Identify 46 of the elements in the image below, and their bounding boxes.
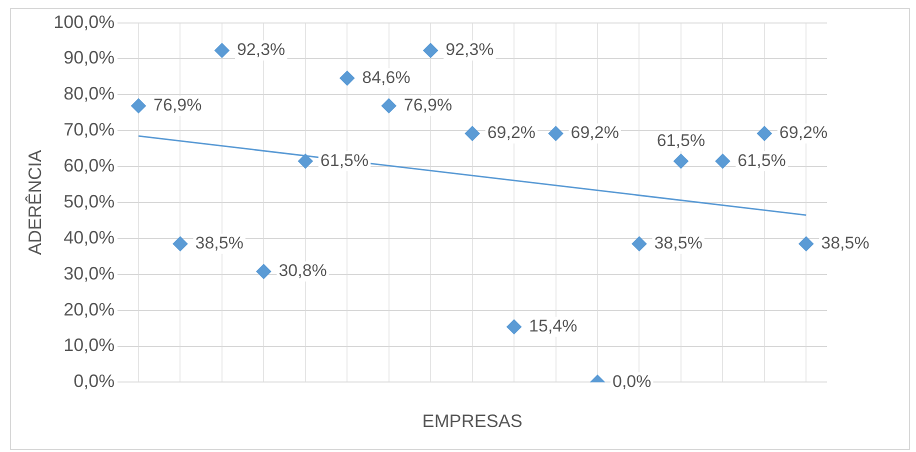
point [756,126,772,141]
data-label: 38,5% [195,234,244,253]
point [506,319,522,334]
data-label: 76,9% [404,96,452,115]
point [340,70,355,86]
point [131,98,146,114]
x-axis-title: EMPRESAS [422,411,522,432]
data-label: 69,2% [570,123,619,142]
point [214,42,230,58]
y-axis-title: ADERÊNCIA [24,150,45,256]
data-label: 92,3% [446,40,494,60]
y-tick-label: 70,0% [64,120,115,140]
y-tick-label: 30,0% [64,263,115,284]
data-label: 61,5% [738,150,786,170]
point [673,154,688,169]
y-tick-label: 80,0% [64,84,115,104]
y-tick-label: 100,0% [54,12,115,32]
y-tick-label: 60,0% [64,156,115,176]
point [298,154,313,169]
point [256,264,272,280]
y-tick-label: 50,0% [64,191,115,212]
data-label: 76,9% [154,96,202,115]
data-label: 84,6% [362,68,410,87]
data-label: 38,5% [821,234,870,253]
data-label: 61,5% [656,130,706,150]
point [464,126,480,141]
point [632,236,647,252]
data-label: 38,5% [654,234,702,253]
data-label: 69,2% [487,123,536,142]
point [172,236,188,252]
y-tick-label: 0,0% [74,371,115,392]
y-tick-label: 90,0% [64,48,115,68]
point [381,98,396,114]
point [798,236,814,252]
data-label: 0,0% [612,372,652,391]
y-tick-label: 40,0% [64,227,115,248]
point [423,42,438,58]
y-tick-label: 10,0% [64,335,115,356]
point [715,154,730,169]
data-label: 30,8% [278,261,327,280]
point [548,126,564,141]
data-label: 69,2% [779,123,828,142]
y-tick-label: 20,0% [64,299,115,320]
data-label: 15,4% [529,316,578,336]
data-label: 92,3% [236,40,286,60]
data-label: 61,5% [320,150,369,170]
